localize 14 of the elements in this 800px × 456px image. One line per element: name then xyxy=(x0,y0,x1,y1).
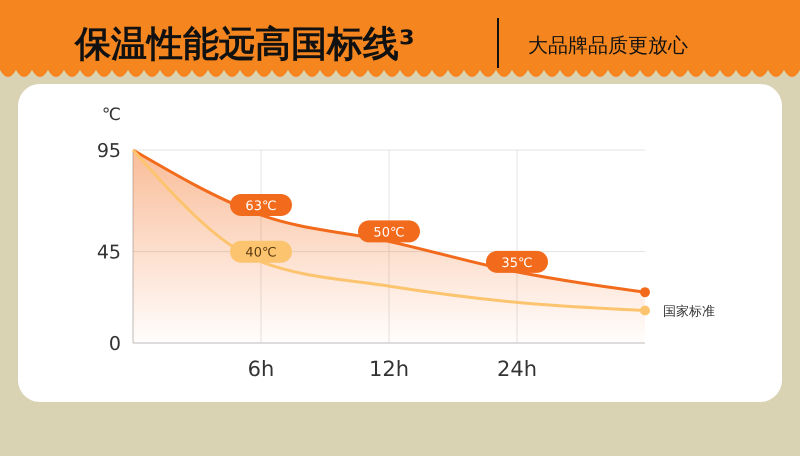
chart-title: 保温性能远高国标线³ xyxy=(73,24,415,65)
x-tick-label: 24h xyxy=(496,357,538,381)
x-tick-label: 12h xyxy=(368,357,410,381)
y-tick-label: 95 xyxy=(96,140,121,162)
data-label: 40℃ xyxy=(245,246,277,261)
y-axis-title: ℃ xyxy=(102,105,121,125)
data-label: 63℃ xyxy=(245,199,277,214)
data-label: 50℃ xyxy=(373,225,405,240)
y-tick-label: 45 xyxy=(96,242,121,264)
series-label: 国家标准 xyxy=(663,303,715,320)
data-label: 35℃ xyxy=(501,256,533,271)
y-tick-label: 0 xyxy=(108,333,121,355)
chart-subtitle: 大品牌品质更放心 xyxy=(528,33,688,57)
x-tick-label: 6h xyxy=(248,357,274,381)
